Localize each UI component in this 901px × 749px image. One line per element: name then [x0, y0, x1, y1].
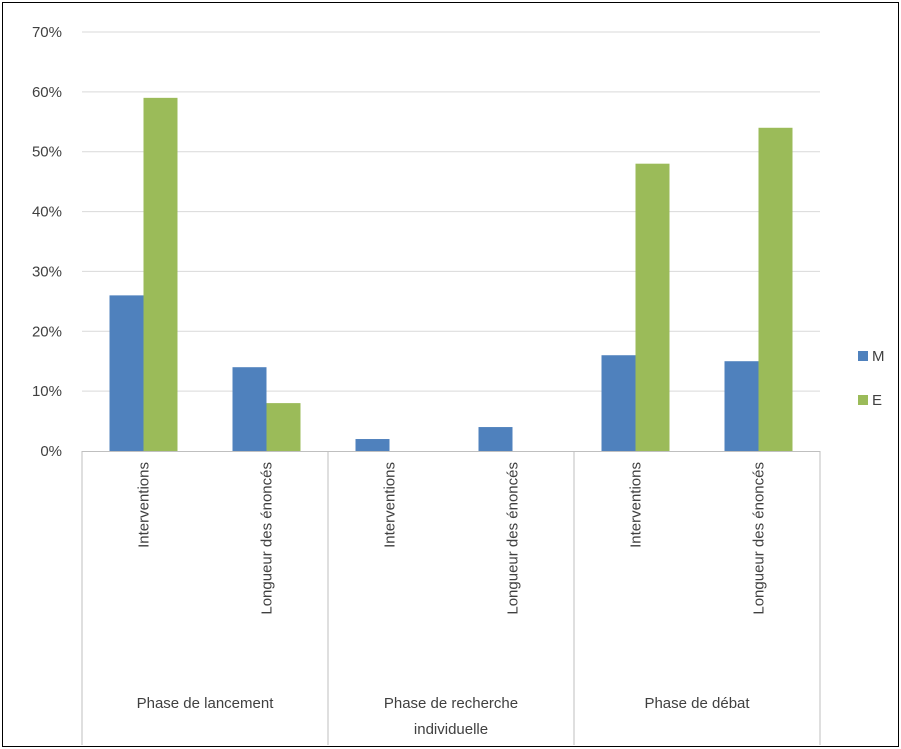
category-label: Interventions — [136, 462, 153, 548]
gridlines — [82, 31, 820, 392]
legend: ME — [858, 348, 885, 409]
category-label: Longueur des énoncés — [505, 462, 522, 615]
bar-M-4 — [601, 355, 636, 451]
bars — [109, 97, 793, 452]
y-tick-label: 10% — [32, 383, 62, 400]
legend-label-M: M — [872, 348, 885, 365]
bar-M-1 — [232, 367, 267, 451]
bar-M-0 — [109, 295, 144, 451]
legend-swatch-E — [858, 395, 868, 405]
y-tick-label: 40% — [32, 204, 62, 221]
y-tick-label: 0% — [40, 443, 62, 460]
bar-M-5 — [724, 361, 759, 451]
y-tick-label: 70% — [32, 24, 62, 41]
y-axis-tick-labels: 0% 10% 20% 30% 40% 50% 60% 70% — [32, 24, 62, 460]
category-label: Longueur des énoncés — [259, 462, 276, 615]
category-label: Interventions — [628, 462, 645, 548]
y-tick-label: 20% — [32, 323, 62, 340]
legend-swatch-M — [858, 351, 868, 361]
bar-E-0 — [143, 97, 178, 451]
y-tick-label: 30% — [32, 263, 62, 280]
bar-M-3 — [478, 427, 513, 451]
bar-M-2 — [355, 439, 390, 451]
legend-label-E: E — [872, 392, 882, 409]
group-labels: Phase de lancement Phase de recherche indi… — [137, 695, 751, 738]
x-axis — [81, 451, 821, 745]
y-tick-label: 50% — [32, 144, 62, 161]
group-label: Phase de lancement — [137, 695, 275, 712]
group-label: Phase de recherche individuelle — [384, 695, 518, 738]
category-label: Longueur des énoncés — [751, 462, 768, 615]
category-label: Interventions — [382, 462, 399, 548]
y-tick-label: 60% — [32, 84, 62, 101]
group-label: Phase de débat — [644, 695, 750, 712]
bar-E-4 — [635, 163, 670, 451]
bar-E-5 — [758, 127, 793, 452]
category-labels: Interventions Longueur des énoncés Interve… — [136, 462, 768, 615]
bar-E-1 — [266, 403, 301, 451]
